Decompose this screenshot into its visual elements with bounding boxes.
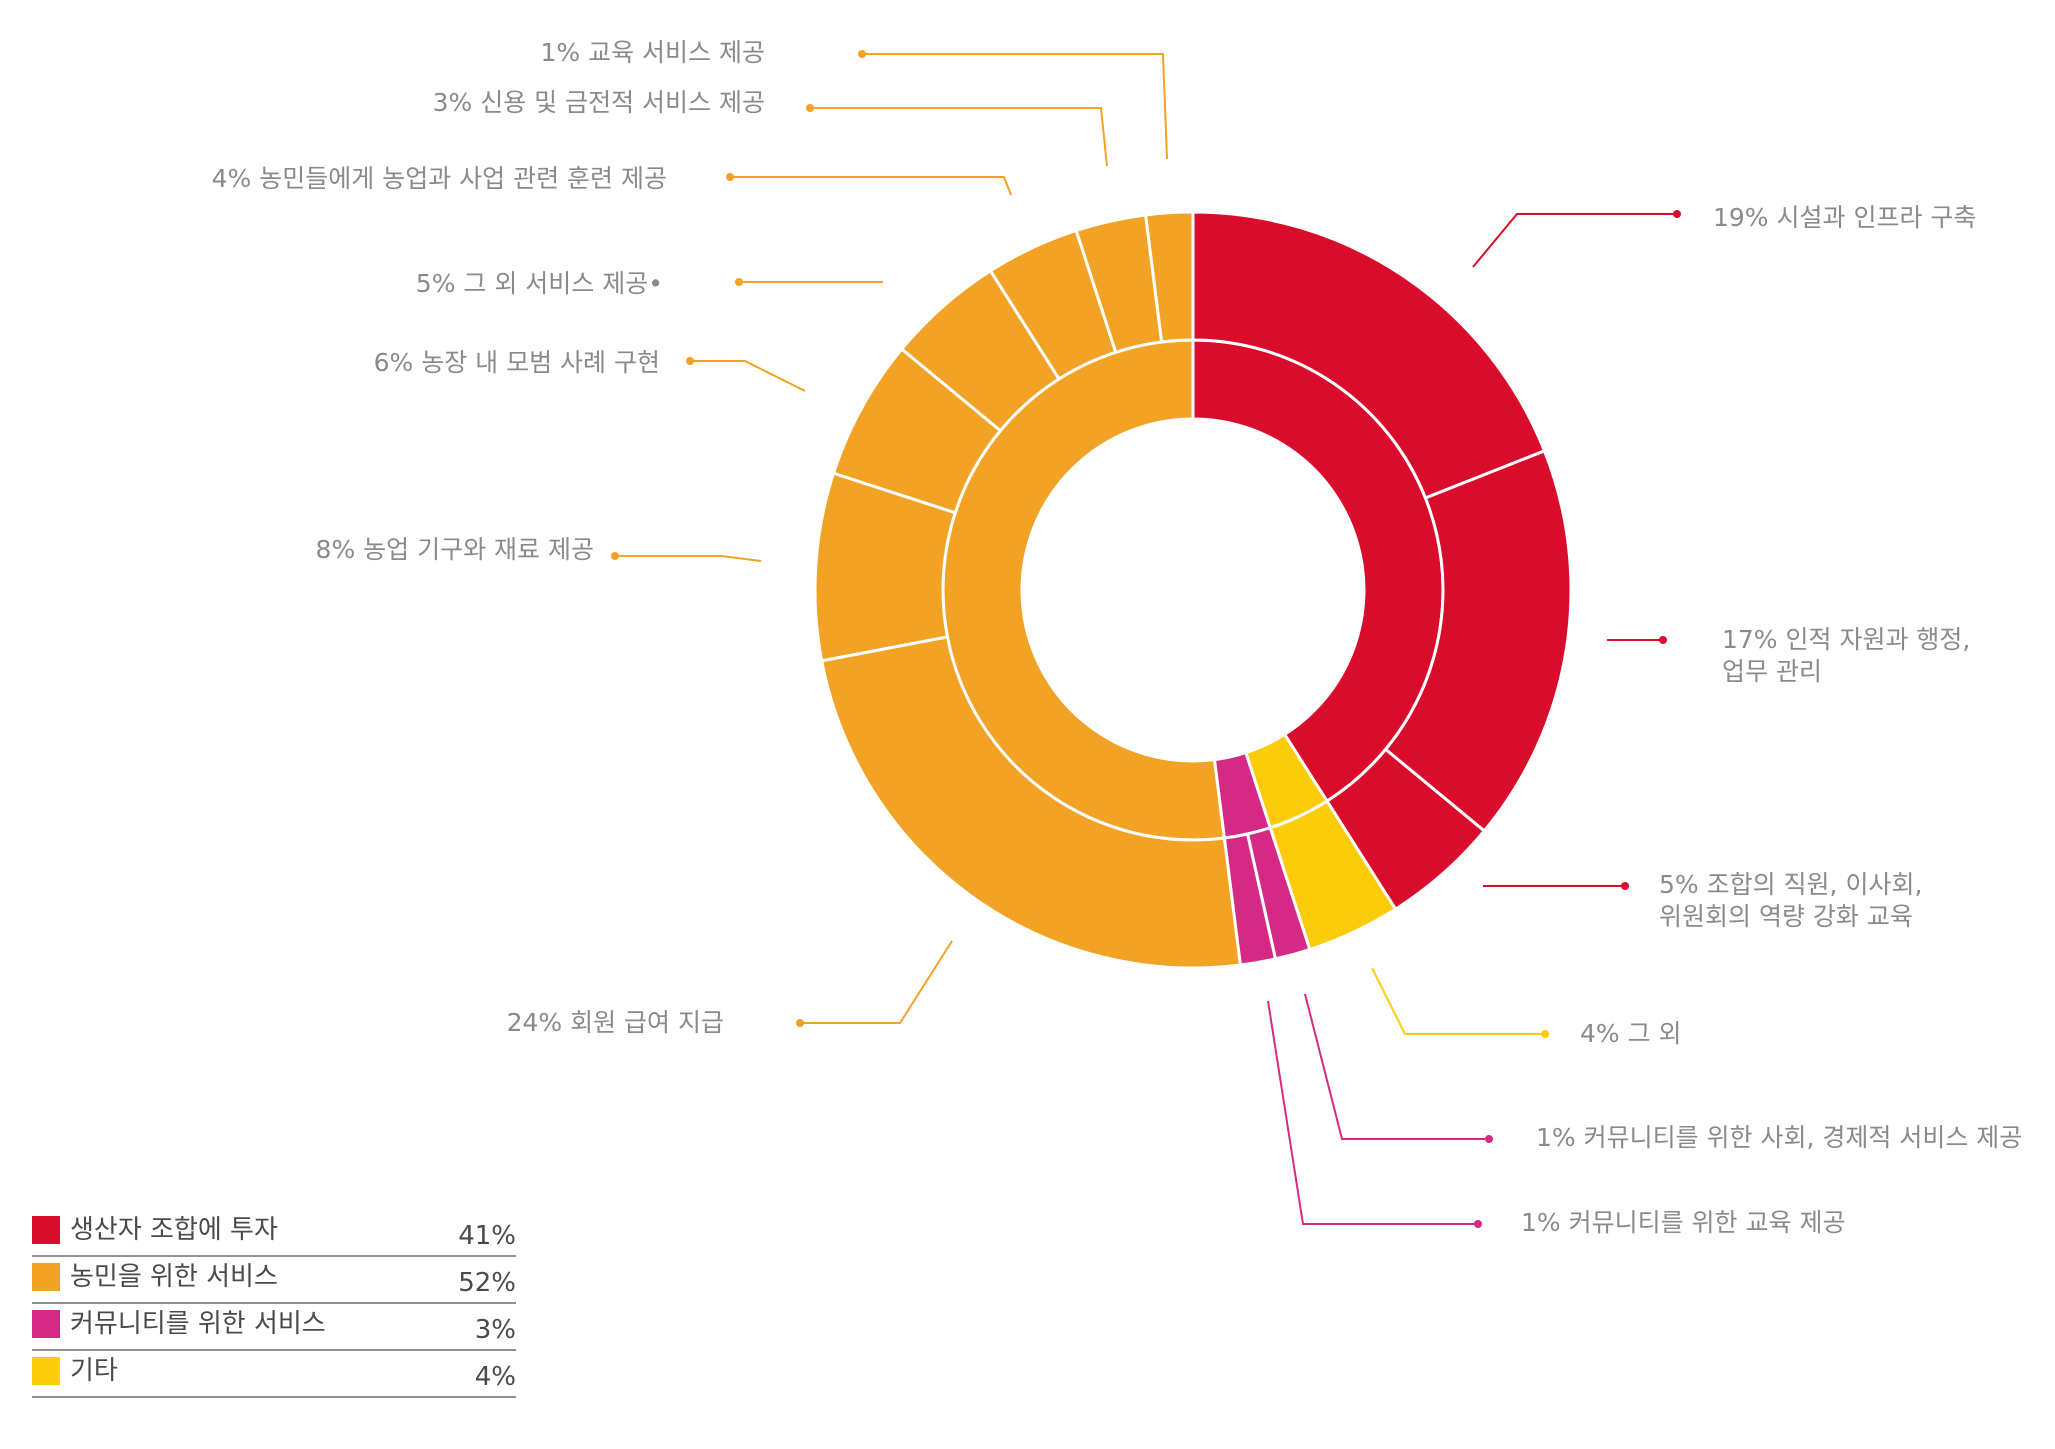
- leader-dot-farmer-4: [726, 173, 734, 181]
- legend-swatch-other: [32, 1357, 60, 1385]
- legend-label-producer: 생산자 조합에 투자: [70, 1215, 278, 1245]
- legend-label-other: 기타: [70, 1356, 118, 1386]
- leader-dot-community-0: [1485, 1135, 1493, 1143]
- leader-dot-farmer-3: [735, 278, 743, 286]
- slice-label-farmer-0: 24% 회원 급여 지급: [507, 1008, 724, 1037]
- slice-label-farmer-4: 4% 농민들에게 농업과 사업 관련 훈련 제공: [212, 164, 667, 193]
- leader-dot-farmer-1: [611, 552, 619, 560]
- slice-label-farmer-6: 1% 교육 서비스 제공: [540, 38, 765, 67]
- leader-line-farmer-0: [800, 940, 953, 1024]
- legend-swatch-community: [32, 1310, 60, 1338]
- inner-ring: [941, 338, 1445, 842]
- leader-line-producer-0: [1472, 213, 1677, 268]
- slice-label-producer-2-line-0: 5% 조합의 직원, 이사회,: [1659, 870, 1922, 899]
- outer-slice-farmer-6: [1143, 210, 1195, 344]
- legend: 생산자 조합에 투자 41% 농민을 위한 서비스 52% 커뮤니티를 위한 서비스 3%…: [32, 1215, 516, 1398]
- slice-label-community-0: 1% 커뮤니티를 위한 사회, 경제적 서비스 제공: [1536, 1123, 2022, 1152]
- slice-label-producer-2-line-1: 위원회의 역량 강화 교육: [1659, 902, 1913, 931]
- leader-line-farmer-4: [730, 176, 1012, 196]
- legend-value-other: 4%: [475, 1362, 516, 1392]
- callouts: 19% 시설과 인프라 구축 17% 인적 자원과 행정, 업무 관리 5% 조합의 …: [212, 38, 2023, 1237]
- leader-line-farmer-1: [615, 555, 762, 562]
- legend-label-community: 커뮤니티를 위한 서비스: [70, 1309, 326, 1339]
- slice-label-producer-1-line-0: 17% 인적 자원과 행정,: [1722, 625, 1970, 654]
- leader-dot-farmer-6: [858, 50, 866, 58]
- leader-dot-other-0: [1541, 1030, 1549, 1038]
- leader-line-community-0: [1304, 993, 1489, 1140]
- leader-dot-farmer-0: [796, 1019, 804, 1027]
- slice-label-community-1: 1% 커뮤니티를 위한 교육 제공: [1521, 1208, 1845, 1237]
- leader-dot-farmer-2: [686, 357, 694, 365]
- leader-line-farmer-2: [690, 360, 806, 392]
- outer-slice-farmer-0: [819, 635, 1243, 970]
- slice-label-producer-1-line-1: 업무 관리: [1722, 657, 1822, 686]
- leader-dot-producer-2: [1621, 882, 1629, 890]
- leader-dot-producer-1: [1659, 636, 1667, 644]
- legend-label-farmer: 농민을 위한 서비스: [70, 1262, 278, 1292]
- leader-line-community-1: [1267, 1000, 1478, 1225]
- slice-label-farmer-1: 8% 농업 기구와 재료 제공: [316, 535, 594, 564]
- slice-label-farmer-5: 3% 신용 및 금전적 서비스 제공: [433, 88, 765, 117]
- slice-label-producer-0: 19% 시설과 인프라 구축: [1713, 203, 1976, 232]
- leader-dot-community-1: [1474, 1220, 1482, 1228]
- leader-line-other-0: [1371, 967, 1545, 1035]
- slice-label-farmer-3: 5% 그 외 서비스 제공•: [416, 269, 663, 298]
- legend-value-community: 3%: [475, 1315, 516, 1345]
- legend-value-farmer: 52%: [458, 1268, 516, 1298]
- leader-dot-farmer-5: [806, 104, 814, 112]
- legend-swatch-producer: [32, 1216, 60, 1244]
- slice-label-farmer-2: 6% 농장 내 모범 사례 구현: [374, 348, 660, 377]
- leader-line-farmer-5: [810, 107, 1108, 167]
- outer-ring: [813, 210, 1573, 970]
- slice-label-other-0: 4% 그 외: [1580, 1019, 1682, 1048]
- leader-dot-producer-0: [1673, 210, 1681, 218]
- leader-line-farmer-6: [862, 53, 1168, 160]
- legend-value-producer: 41%: [458, 1221, 516, 1251]
- legend-swatch-farmer: [32, 1263, 60, 1291]
- outer-slice-producer-0: [1191, 210, 1547, 500]
